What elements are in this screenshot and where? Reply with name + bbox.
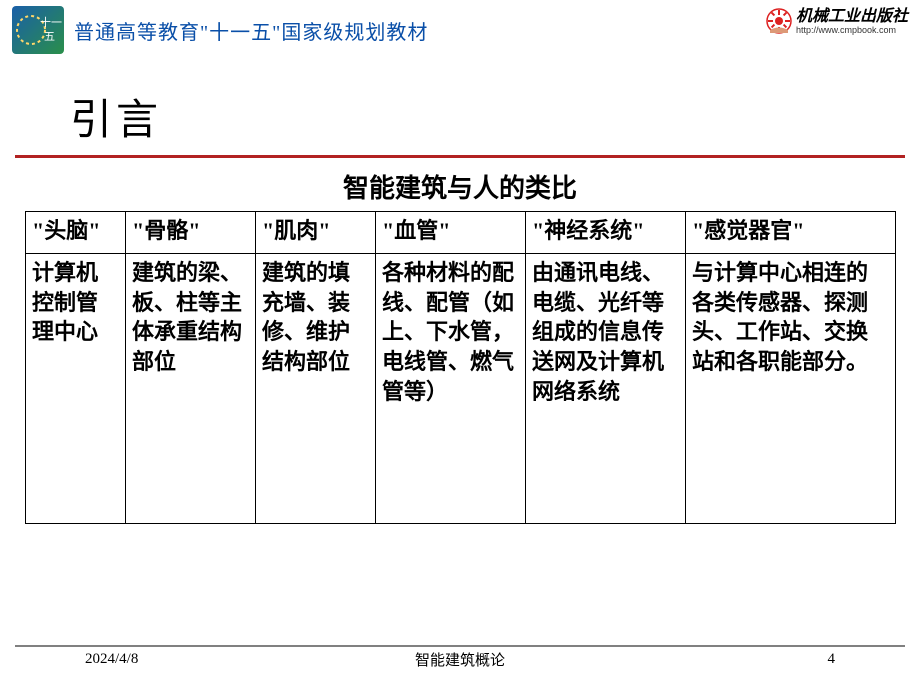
slide-footer: 2024/4/8 智能建筑概论 4 (0, 645, 920, 668)
table-title: 智能建筑与人的类比 (70, 168, 850, 205)
slide-body: 引言 智能建筑与人的类比 "头脑" "骨骼" "肌肉" "血管" "神经系统" … (0, 86, 920, 524)
publisher-block: 机械工业出版社 http://www.cmpbook.com (766, 6, 908, 35)
table-body-row: 计算机控制管理中心 建筑的梁、板、柱等主体承重结构部位 建筑的填充墙、装修、维护… (26, 254, 896, 524)
header-left: 十一 五 普通高等教育"十一五"国家级规划教材 (12, 6, 428, 54)
table-header-cell: "感觉器官" (686, 212, 896, 254)
red-divider (15, 155, 905, 158)
table-header-row: "头脑" "骨骼" "肌肉" "血管" "神经系统" "感觉器官" (26, 212, 896, 254)
section-title: 引言 (70, 86, 850, 147)
analogy-table: "头脑" "骨骼" "肌肉" "血管" "神经系统" "感觉器官" 计算机控制管… (25, 211, 896, 524)
footer-date: 2024/4/8 (85, 651, 138, 668)
table-header-cell: "肌肉" (256, 212, 376, 254)
publisher-url: http://www.cmpbook.com (796, 26, 908, 36)
table-header-cell: "血管" (376, 212, 526, 254)
table-header-cell: "神经系统" (526, 212, 686, 254)
table-cell: 建筑的填充墙、装修、维护结构部位 (256, 254, 376, 524)
slide-header: 十一 五 普通高等教育"十一五"国家级规划教材 机械工业出版社 http://w… (0, 0, 920, 60)
table-cell: 建筑的梁、板、柱等主体承重结构部位 (126, 254, 256, 524)
svg-text:十一: 十一 (40, 15, 62, 29)
table-header-cell: "头脑" (26, 212, 126, 254)
header-title: 普通高等教育"十一五"国家级规划教材 (74, 16, 428, 45)
gray-divider (15, 645, 905, 647)
svg-text:五: 五 (44, 31, 55, 43)
publisher-gear-icon (766, 8, 792, 34)
table-cell: 计算机控制管理中心 (26, 254, 126, 524)
table-cell: 各种材料的配线、配管（如上、下水管，电线管、燃气管等） (376, 254, 526, 524)
table-cell: 与计算中心相连的各类传感器、探测头、工作站、交换站和各职能部分。 (686, 254, 896, 524)
footer-title: 智能建筑概论 (415, 649, 505, 670)
footer-page-number: 4 (828, 651, 836, 668)
publisher-name: 机械工业出版社 (796, 8, 908, 26)
table-cell: 由通讯电线、电缆、光纤等组成的信息传送网及计算机网络系统 (526, 254, 686, 524)
plan-logo-icon: 十一 五 (12, 6, 64, 54)
table-header-cell: "骨骼" (126, 212, 256, 254)
